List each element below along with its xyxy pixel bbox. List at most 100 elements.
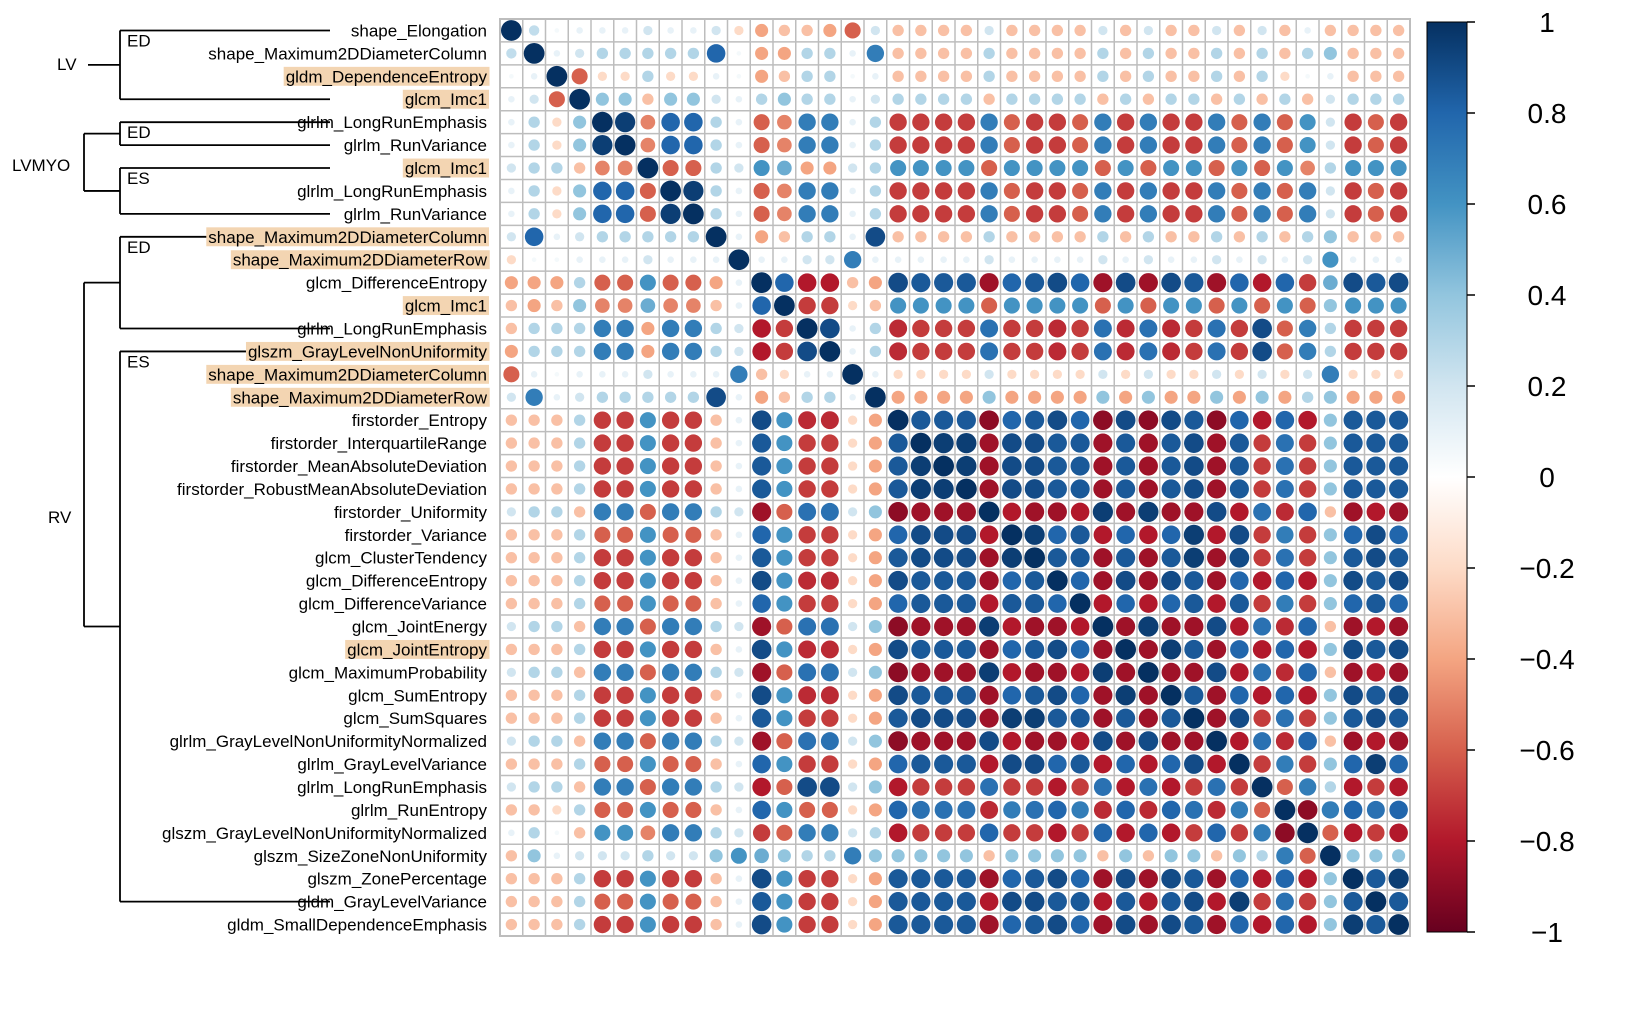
corr-cell-r13-c11	[752, 319, 771, 338]
corr-cell-r5-c32	[1231, 137, 1248, 154]
corr-cell-r30-c22	[1001, 708, 1022, 729]
corr-cell-r2-c7	[665, 71, 676, 81]
corr-cell-r16-c13	[801, 391, 813, 403]
corr-cell-r5-c38	[1367, 137, 1384, 154]
colorbar-tick-label: 0.6	[1528, 189, 1567, 220]
corr-cell-r23-c13	[798, 549, 816, 567]
corr-cell-r27-c28	[1138, 639, 1158, 660]
corr-cell-r30-c29	[1161, 708, 1181, 728]
corr-cell-r33-c23	[1025, 778, 1044, 796]
corr-cell-r0-c20	[960, 24, 973, 37]
corr-cell-r22-c32	[1229, 524, 1250, 545]
corr-cell-r2-c15	[850, 73, 855, 79]
corr-cell-r14-c18	[912, 342, 930, 361]
corr-cell-r18-c32	[1229, 433, 1249, 453]
corr-cell-r39-c26	[1093, 914, 1113, 935]
corr-cell-r37-c17	[888, 869, 908, 889]
corr-cell-r35-c1	[528, 827, 540, 839]
corr-cell-r6-c29	[1163, 159, 1180, 177]
corr-cell-r21-c30	[1184, 502, 1204, 522]
corr-cell-r37-c32	[1230, 869, 1249, 888]
corr-cell-r12-c5	[617, 298, 633, 313]
corr-cell-r37-c6	[639, 870, 656, 887]
corr-cell-r16-c28	[1141, 390, 1155, 404]
corr-cell-r32-c22	[1002, 754, 1022, 774]
corr-cell-r23-c25	[1070, 548, 1090, 568]
corr-cell-r20-c28	[1138, 479, 1158, 499]
corr-cell-r7-c35	[1298, 182, 1317, 200]
corr-cell-r7-c7	[660, 180, 682, 202]
colorbar-tick-label: 0.8	[1528, 98, 1567, 129]
corr-cell-r29-c14	[820, 686, 839, 705]
corr-cell-r22-c0	[505, 529, 518, 541]
corr-cell-r3-c7	[664, 92, 678, 106]
corr-cell-r13-c20	[957, 319, 976, 338]
corr-cell-r30-c1	[528, 712, 540, 724]
corr-cell-r35-c26	[1093, 823, 1113, 843]
corr-cell-r7-c13	[798, 182, 816, 200]
corr-cell-r39-c32	[1230, 915, 1249, 934]
corr-cell-r32-c1	[528, 758, 540, 770]
corr-cell-r38-c27	[1116, 892, 1136, 912]
corr-cell-r8-c3	[573, 207, 587, 221]
corr-cell-r28-c35	[1298, 663, 1317, 682]
corr-cell-r11-c20	[956, 273, 976, 293]
corr-cell-r23-c15	[847, 553, 858, 563]
corr-cell-r15-c9	[712, 371, 720, 378]
corr-cell-r6-c0	[506, 163, 517, 173]
corr-cell-r4-c35	[1299, 114, 1316, 131]
corr-cell-r2-c6	[642, 70, 654, 82]
corr-cell-r37-c15	[847, 874, 858, 884]
corr-cell-r24-c26	[1093, 571, 1113, 591]
corr-cell-r36-c1	[527, 849, 541, 863]
corr-cell-r15-c0	[503, 366, 520, 383]
corr-cell-r13-c0	[505, 322, 518, 335]
corr-cell-r3-c5	[618, 92, 632, 106]
corr-cell-r33-c14	[820, 777, 840, 797]
corr-cell-r3-c25	[1074, 93, 1086, 105]
corr-cell-r17-c1	[528, 414, 540, 426]
corr-cell-r34-c28	[1139, 800, 1158, 819]
corr-cell-r23-c7	[661, 549, 680, 567]
corr-cell-r31-c1	[528, 735, 540, 747]
corr-cell-r32-c13	[798, 755, 816, 773]
corr-cell-r29-c0	[505, 689, 518, 701]
corr-cell-r34-c30	[1184, 800, 1203, 819]
corr-cell-r9-c12	[778, 231, 791, 243]
corr-cell-r27-c1	[528, 643, 540, 656]
corr-cell-r32-c26	[1093, 754, 1113, 774]
corr-cell-r13-c34	[1276, 320, 1293, 337]
corr-cell-r17-c15	[847, 415, 858, 425]
corr-cell-r34-c21	[980, 800, 999, 819]
corr-cell-r26-c8	[684, 617, 703, 636]
corr-cell-r10-c36	[1322, 251, 1339, 268]
corr-cell-r5-c26	[1094, 136, 1112, 154]
corr-cell-r33-c20	[957, 778, 976, 796]
corr-cell-r3-c22	[1006, 93, 1018, 105]
corr-cell-r25-c26	[1093, 594, 1113, 613]
corr-cell-r28-c36	[1324, 666, 1337, 679]
corr-cell-r18-c20	[956, 433, 977, 454]
corr-cell-r3-c15	[849, 95, 856, 103]
corr-cell-r34-c6	[639, 801, 656, 818]
corr-cell-r12-c19	[935, 297, 952, 314]
corr-cell-r32-c30	[1184, 754, 1204, 774]
group-label: RV	[48, 508, 72, 527]
corr-cell-r13-c12	[775, 319, 794, 338]
corr-cell-r15-c5	[621, 371, 629, 378]
corr-cell-r27-c25	[1070, 640, 1090, 659]
corr-cell-r4-c14	[821, 113, 839, 131]
corr-cell-r3-c21	[983, 93, 995, 105]
corr-cell-r6-c22	[1003, 159, 1020, 177]
corr-cell-r21-c37	[1343, 502, 1363, 522]
corr-cell-r33-c39	[1389, 777, 1408, 797]
corr-cell-r27-c5	[616, 640, 634, 659]
corr-cell-r32-c28	[1139, 754, 1158, 774]
corr-cell-r20-c24	[1047, 479, 1067, 499]
corr-cell-r9-c29	[1165, 231, 1177, 243]
corr-cell-r24-c0	[505, 574, 518, 587]
corr-cell-r14-c36	[1324, 345, 1337, 358]
corr-cell-r24-c28	[1138, 571, 1158, 591]
corr-cell-r15-c14	[826, 371, 834, 378]
corr-cell-r11-c15	[846, 276, 859, 289]
